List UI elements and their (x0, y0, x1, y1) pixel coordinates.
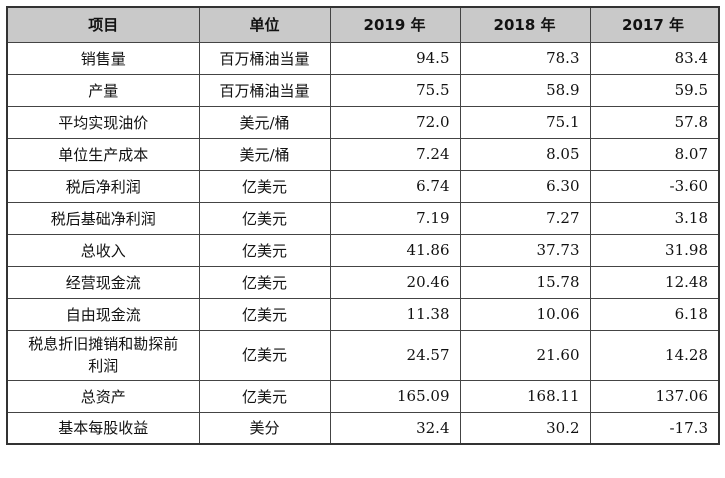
row-2018-cell: 15.78 (459, 265, 591, 299)
row-2019-cell: 7.24 (329, 137, 461, 171)
row-2018-cell: 10.06 (459, 297, 591, 331)
row-item-cell: 税息折旧摊销和勘探前利润 (6, 329, 200, 381)
table-row: 自由现金流 亿美元 11.38 10.06 6.18 (6, 297, 720, 331)
row-unit-cell: 亿美元 (198, 297, 331, 331)
row-item-cell: 税后净利润 (6, 169, 200, 203)
table-row: 总收入 亿美元 41.86 37.73 31.98 (6, 233, 720, 267)
table-row: 税后基础净利润 亿美元 7.19 7.27 3.18 (6, 201, 720, 235)
row-2017-cell: -3.60 (589, 169, 720, 203)
row-2019-cell: 7.19 (329, 201, 461, 235)
row-item-cell: 销售量 (6, 41, 200, 75)
row-unit-cell: 百万桶油当量 (198, 41, 331, 75)
row-item-cell: 总收入 (6, 233, 200, 267)
table-row: 基本每股收益 美分 32.4 30.2 -17.3 (6, 411, 720, 445)
row-2019-cell: 75.5 (329, 73, 461, 107)
row-2017-cell: 31.98 (589, 233, 720, 267)
row-2018-cell: 58.9 (459, 73, 591, 107)
row-2017-cell: 12.48 (589, 265, 720, 299)
row-2017-cell: -17.3 (589, 411, 720, 445)
row-unit-cell: 百万桶油当量 (198, 73, 331, 107)
header-2017: 2017 年 (589, 6, 720, 43)
row-2019-cell: 24.57 (329, 329, 461, 381)
row-2017-cell: 83.4 (589, 41, 720, 75)
row-2018-cell: 8.05 (459, 137, 591, 171)
row-item-cell: 税后基础净利润 (6, 201, 200, 235)
table-row: 销售量 百万桶油当量 94.5 78.3 83.4 (6, 41, 720, 75)
row-2019-cell: 165.09 (329, 379, 461, 413)
table-row: 税息折旧摊销和勘探前利润 亿美元 24.57 21.60 14.28 (6, 329, 720, 381)
row-2018-cell: 6.30 (459, 169, 591, 203)
row-2019-cell: 72.0 (329, 105, 461, 139)
row-unit-cell: 亿美元 (198, 201, 331, 235)
row-2018-cell: 168.11 (459, 379, 591, 413)
row-unit-cell: 亿美元 (198, 169, 331, 203)
row-2017-cell: 57.8 (589, 105, 720, 139)
table-header-row: 项目 单位 2019 年 2018 年 2017 年 (6, 6, 720, 43)
table-row: 单位生产成本 美元/桶 7.24 8.05 8.07 (6, 137, 720, 171)
row-unit-cell: 美分 (198, 411, 331, 445)
row-2018-cell: 7.27 (459, 201, 591, 235)
row-2018-cell: 37.73 (459, 233, 591, 267)
row-item-cell: 经营现金流 (6, 265, 200, 299)
row-2017-cell: 59.5 (589, 73, 720, 107)
table-row: 平均实现油价 美元/桶 72.0 75.1 57.8 (6, 105, 720, 139)
row-2019-cell: 6.74 (329, 169, 461, 203)
row-item-cell: 自由现金流 (6, 297, 200, 331)
row-unit-cell: 亿美元 (198, 265, 331, 299)
table-row: 税后净利润 亿美元 6.74 6.30 -3.60 (6, 169, 720, 203)
row-2017-cell: 8.07 (589, 137, 720, 171)
row-unit-cell: 亿美元 (198, 329, 331, 381)
header-item: 项目 (6, 6, 200, 43)
row-item-cell: 平均实现油价 (6, 105, 200, 139)
row-2019-cell: 41.86 (329, 233, 461, 267)
header-2018: 2018 年 (459, 6, 591, 43)
row-2017-cell: 3.18 (589, 201, 720, 235)
row-unit-cell: 美元/桶 (198, 137, 331, 171)
header-unit: 单位 (198, 6, 331, 43)
row-2019-cell: 11.38 (329, 297, 461, 331)
table-row: 产量 百万桶油当量 75.5 58.9 59.5 (6, 73, 720, 107)
row-2017-cell: 137.06 (589, 379, 720, 413)
row-2018-cell: 75.1 (459, 105, 591, 139)
row-2019-cell: 94.5 (329, 41, 461, 75)
row-2017-cell: 14.28 (589, 329, 720, 381)
row-item-cell: 基本每股收益 (6, 411, 200, 445)
row-item-cell: 总资产 (6, 379, 200, 413)
header-2019: 2019 年 (329, 6, 461, 43)
row-unit-cell: 亿美元 (198, 379, 331, 413)
row-2019-cell: 20.46 (329, 265, 461, 299)
table-row: 总资产 亿美元 165.09 168.11 137.06 (6, 379, 720, 413)
row-item-cell: 单位生产成本 (6, 137, 200, 171)
row-2019-cell: 32.4 (329, 411, 461, 445)
row-item-cell: 产量 (6, 73, 200, 107)
row-2018-cell: 21.60 (459, 329, 591, 381)
row-unit-cell: 亿美元 (198, 233, 331, 267)
row-2017-cell: 6.18 (589, 297, 720, 331)
row-2018-cell: 30.2 (459, 411, 591, 445)
table-row: 经营现金流 亿美元 20.46 15.78 12.48 (6, 265, 720, 299)
row-2018-cell: 78.3 (459, 41, 591, 75)
financial-summary-table: 项目 单位 2019 年 2018 年 2017 年 销售量 百万桶油当量 94.5… (6, 6, 720, 445)
row-unit-cell: 美元/桶 (198, 105, 331, 139)
